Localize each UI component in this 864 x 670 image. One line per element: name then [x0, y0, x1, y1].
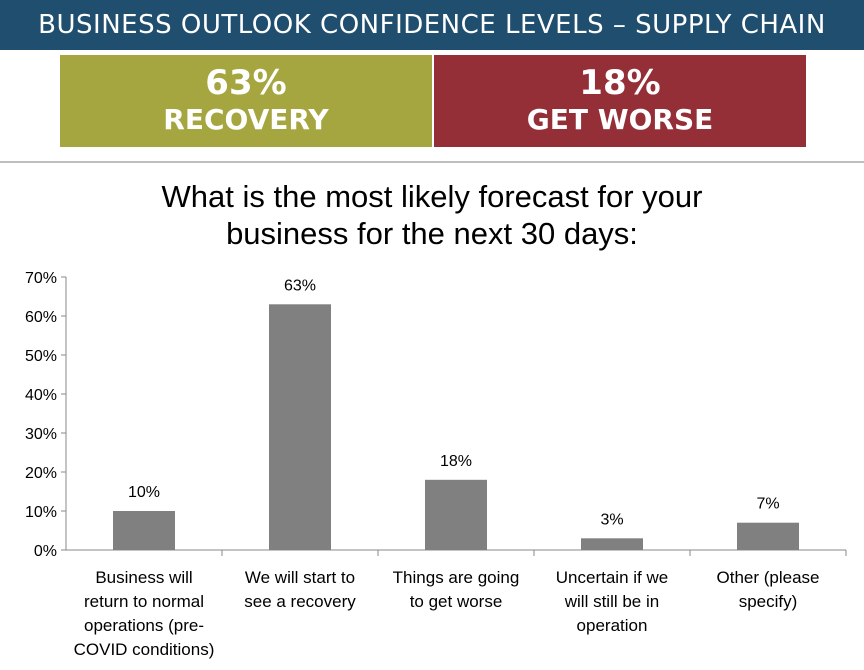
bar-data-label: 18% — [440, 453, 472, 470]
chart-title: What is the most likely forecast for you… — [0, 178, 864, 252]
x-category-label-line: see a recovery — [244, 592, 356, 611]
x-category-label: Business will return to normal operations … — [69, 566, 219, 662]
chart-title-line-2: business for the next 30 days: — [226, 216, 638, 251]
bar-data-label: 63% — [284, 277, 316, 294]
x-category-label: Other (please specify) — [693, 566, 843, 614]
x-category-label-line: operations (pre- — [83, 616, 204, 635]
kpi-recovery-value: 63% — [205, 63, 287, 103]
bar-data-label: 10% — [128, 484, 160, 501]
x-category-label-line: Other (please — [716, 568, 820, 587]
x-category-label-line: Things are going — [392, 568, 520, 587]
y-tick-label: 70% — [25, 270, 57, 287]
x-category-label-line: operation — [576, 616, 648, 635]
kpi-recovery-label: RECOVERY — [163, 103, 329, 136]
chart-title-line-1: What is the most likely forecast for you… — [161, 179, 703, 214]
bar — [425, 479, 487, 550]
x-category-label: We will start to see a recovery — [225, 566, 375, 614]
x-category-label-line: to get worse — [409, 592, 503, 611]
bar-data-label: 3% — [600, 511, 623, 528]
bar — [269, 304, 331, 550]
bar — [581, 538, 643, 550]
x-category-label-line: Business will — [95, 568, 193, 587]
x-category-label-line: Uncertain if we — [555, 568, 669, 587]
y-tick-label: 30% — [25, 426, 57, 443]
x-category-label: Things are going to get worse — [381, 566, 531, 614]
bar — [737, 522, 799, 550]
x-category-label-line: COVID conditions) — [73, 640, 215, 659]
y-tick-label: 50% — [25, 348, 57, 365]
y-tick-label: 10% — [25, 504, 57, 521]
x-category-label-line: return to normal — [84, 592, 204, 611]
kpi-get-worse-value: 18% — [579, 63, 661, 103]
y-tick-label: 60% — [25, 309, 57, 326]
kpi-recovery: 63% RECOVERY — [60, 55, 432, 147]
section-divider — [0, 161, 864, 163]
header-banner: BUSINESS OUTLOOK CONFIDENCE LEVELS – SUP… — [0, 0, 864, 50]
bar-data-label: 7% — [756, 496, 779, 513]
y-tick-label: 0% — [34, 543, 57, 560]
bar — [113, 511, 175, 550]
kpi-get-worse: 18% GET WORSE — [434, 55, 806, 147]
kpi-get-worse-label: GET WORSE — [526, 103, 714, 136]
x-category-label-line: specify) — [738, 592, 798, 611]
banner-title: BUSINESS OUTLOOK CONFIDENCE LEVELS – SUP… — [38, 10, 826, 40]
x-category-label-line: will still be in — [564, 592, 660, 611]
y-tick-label: 40% — [25, 387, 57, 404]
x-category-label: Uncertain if we will still be in operation — [537, 566, 687, 638]
y-tick-label: 20% — [25, 465, 57, 482]
x-category-label-line: We will start to — [244, 568, 356, 587]
